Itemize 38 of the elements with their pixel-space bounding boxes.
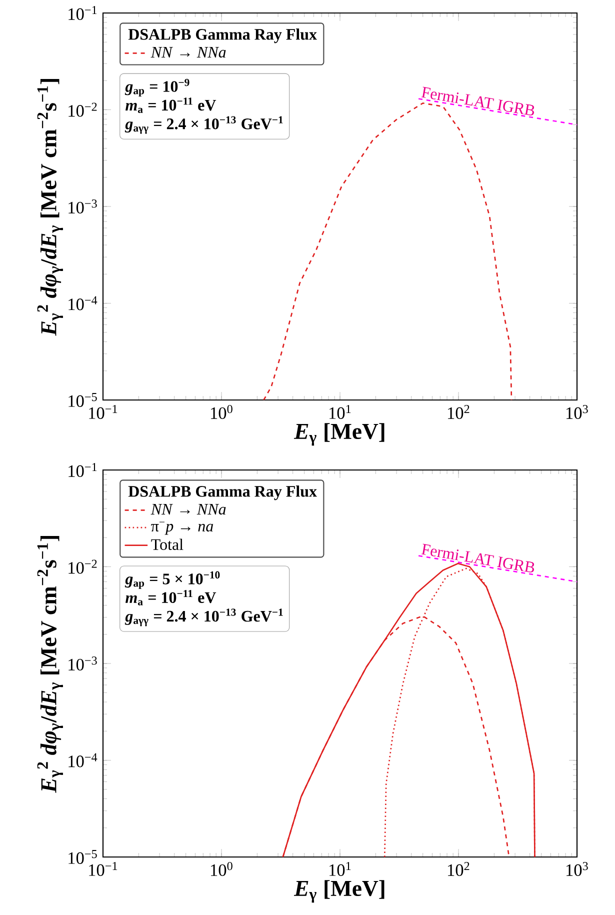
x-tick-label: 10$^{2}$	[448, 404, 470, 419]
x-tick-label: 10$^{−1}$	[89, 862, 118, 876]
y-tick-label: 10$^{−3}$	[68, 656, 97, 671]
text: E$_{γ}$$^{2}$ dφ$_{γ}$/dE$_{γ}$ [MeV cm$^{−2}$s$^{−1}$]	[37, 79, 64, 336]
text: E$_{γ}$$^{2}$ dφ$_{γ}$/dE$_{γ}$ [MeV cm$^{−2}$s$^{−1}$]	[37, 536, 64, 793]
y-tick-label: 10$^{−1}$	[68, 463, 97, 477]
y-tick-label: 10$^{−4}$	[68, 296, 98, 310]
annotation: m$_{a}$ = 10$^{−11}$ eV	[126, 590, 216, 606]
y-tick-label: 10$^{−3}$	[68, 200, 97, 214]
legend-label: NN → NNa	[150, 504, 226, 515]
annotation: g$_{ap}$ = 5 × 10$^{−10}$	[124, 571, 220, 589]
x-tick-label: 10$^{0}$	[210, 862, 232, 876]
x-axis-title: E$_{γ}$ [MeV]	[294, 880, 384, 903]
y-tick-label: 10$^{−4}$	[68, 753, 98, 768]
x-tick-label: 10$^{3}$	[566, 404, 588, 419]
annotation: Fermi-LAT IGRB	[421, 544, 534, 572]
y-tick-label: 10$^{−1}$	[68, 6, 97, 20]
legend-title: DSALPB Gamma Ray Flux	[128, 28, 317, 44]
legend-label: Total	[151, 538, 184, 550]
x-axis-title: E$_{γ}$ [MeV]	[294, 423, 384, 446]
y-tick-label: 10$^{−5}$	[68, 393, 97, 407]
annotation: Fermi-LAT IGRB	[421, 86, 534, 116]
x-tick-label: 10$^{0}$	[210, 404, 232, 420]
y-tick-label: 10$^{−2}$	[68, 102, 97, 117]
legend-title: DSALPB Gamma Ray Flux	[128, 486, 317, 500]
legend-label: NN → NNa	[150, 46, 226, 58]
x-tick-label: 10$^{2}$	[448, 862, 470, 876]
annotation: g$_{aγγ}$ = 2.4 × 10$^{−13}$ GeV$^{−1}$	[124, 116, 283, 134]
annotation: g$_{ap}$ = 10$^{−9}$	[124, 78, 190, 96]
annotation: g$_{aγγ}$ = 2.4 × 10$^{−13}$ GeV$^{−1}$	[124, 608, 283, 626]
annotation: m$_{a}$ = 10$^{−11}$ eV	[126, 98, 216, 113]
y-tick-label: 10$^{−2}$	[68, 560, 97, 574]
legend-label: π$^{−}$p → na	[151, 522, 214, 535]
y-tick-label: 10$^{−5}$	[68, 850, 97, 864]
x-tick-label: 10$^{1}$	[330, 404, 351, 419]
x-tick-label: 10$^{3}$	[566, 862, 588, 876]
x-tick-label: 10$^{−1}$	[89, 404, 118, 419]
x-tick-label: 10$^{1}$	[330, 862, 351, 876]
